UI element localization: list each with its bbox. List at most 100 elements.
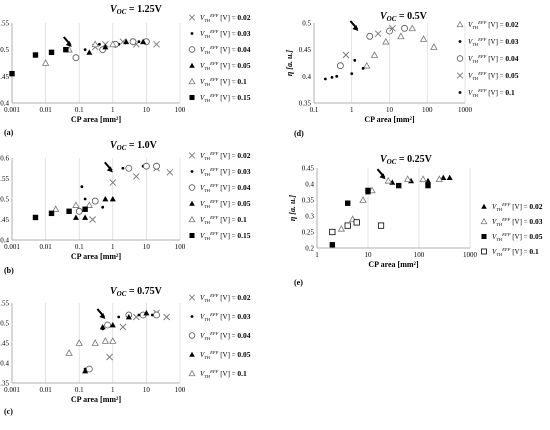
series-0.1 — [330, 58, 357, 79]
legend-label: VTHEFF [V] = 0.1 — [200, 215, 247, 225]
data-point-square-filled — [365, 187, 371, 194]
data-point-square-filled — [189, 232, 195, 239]
series-0.02 — [89, 164, 174, 223]
y-axis-title: η [a. u.] — [288, 195, 297, 222]
x-tick-label: 0.001 — [4, 243, 20, 251]
data-point-x — [119, 323, 127, 331]
legend-label: VTHEFF [V] = 0.04 — [200, 331, 251, 341]
panel-label: (e) — [294, 278, 303, 287]
data-point-circle — [72, 54, 80, 62]
data-point-triangle-filled — [440, 174, 447, 180]
data-point-circle — [188, 46, 196, 53]
data-point-triangle-open — [188, 215, 196, 223]
series-0.1 — [52, 201, 93, 213]
chart-title: VOC = 0.75V — [110, 286, 163, 298]
data-point-dot — [323, 77, 327, 81]
x-tick-label: 100 — [175, 243, 186, 251]
x-tick-label: 10 — [143, 243, 151, 251]
panel-label: (c) — [4, 407, 13, 416]
x-tick-label: 1 — [315, 251, 319, 259]
series-0.02 — [363, 24, 438, 69]
data-point-square-filled — [82, 206, 88, 212]
y-tick-label: 0.4 — [0, 360, 9, 368]
data-point-triangle-open — [419, 175, 427, 182]
legend-label: VTHEFF [V] = 0.02 — [200, 13, 251, 23]
data-point-dot — [350, 72, 354, 76]
x-axis-title: CP area [mm²] — [71, 252, 122, 261]
data-point-triangle-filled — [82, 214, 89, 220]
data-point-circle — [75, 207, 83, 215]
y-tick-label: 0.55 — [0, 300, 10, 308]
data-point-triangle-filled — [143, 310, 150, 316]
data-point-square-open — [481, 248, 487, 255]
data-point-square-filled — [396, 182, 402, 189]
legend-label: VTHEFF [V] = 0.05 — [200, 199, 251, 209]
series-0.05 — [72, 196, 116, 220]
x-tick-label: 1 — [111, 243, 115, 251]
data-point-triangle-filled — [99, 324, 106, 330]
data-point-triangle-open — [91, 339, 99, 346]
data-point-square-filled — [189, 94, 195, 101]
data-point-x — [89, 216, 96, 223]
legend-label: VTHEFF [V] = 0.05 — [200, 350, 251, 360]
legend-label: VTHEFF [V] = 0.1 — [200, 369, 247, 379]
x-tick-label: 1 — [111, 106, 115, 114]
series-0.05 — [86, 38, 147, 55]
series-0.05 — [329, 182, 431, 248]
x-tick-label: 0.01 — [39, 106, 52, 114]
data-point-circle — [456, 55, 464, 62]
data-point-triangle-open — [397, 32, 405, 40]
chart-panel-a: 0.001 0.01 0.1 1 10 100 0.4 0.45 0.5 0.55 CP area … — [0, 4, 251, 137]
data-point-triangle-filled — [109, 322, 116, 328]
series-0.05 — [82, 310, 150, 374]
data-point-circle — [401, 24, 408, 32]
series-0.1 — [329, 219, 385, 236]
data-point-triangle-open — [91, 40, 99, 48]
arrow-annotation — [376, 168, 386, 180]
data-point-triangle-open — [109, 40, 117, 48]
data-point-circle — [366, 32, 374, 40]
legend-label: VTHEFF [V] = 0.04 — [200, 45, 251, 55]
y-tick-label: 0.25 — [302, 229, 315, 237]
data-point-x — [389, 25, 396, 32]
data-point-x — [166, 169, 174, 176]
x-axis-title: CP area [mm²] — [368, 260, 419, 269]
data-point-triangle-open — [101, 337, 110, 344]
panel-label: (a) — [4, 128, 14, 137]
legend-label: VTHEFF [V] = 0.02 — [200, 151, 251, 161]
data-point-x — [132, 173, 140, 180]
data-point-x — [188, 152, 196, 159]
series-0.04 — [75, 162, 160, 215]
data-point-dot — [150, 313, 154, 317]
data-point-x — [153, 41, 160, 48]
data-point-square-open — [344, 222, 351, 229]
legend-label: VTHEFF [V] = 0.05 — [200, 61, 251, 71]
data-point-circle — [85, 365, 93, 373]
data-point-triangle-filled — [82, 368, 89, 374]
y-tick-label: 0.4 — [302, 73, 311, 81]
legend-label: VTHEFF [V] = 0.05 — [468, 71, 519, 81]
y-tick-label: 0.4 — [0, 100, 9, 108]
series-0.02 — [106, 309, 170, 361]
data-point-circle — [91, 197, 99, 205]
legend-label: VTHEFF [V] = 0.04 — [468, 54, 519, 64]
data-point-triangle-open — [359, 196, 367, 203]
chart-title: VOC = 1.0V — [110, 140, 158, 152]
legend-label: VTHEFF [V] = 0.02 — [492, 202, 543, 212]
x-tick-label: 10 — [386, 106, 394, 114]
data-point-triangle-filled — [481, 203, 487, 209]
data-point-dot — [353, 58, 357, 62]
data-point-triangle-filled — [123, 38, 130, 45]
y-tick-label: 0.5 — [302, 20, 311, 28]
data-point-dot — [190, 170, 194, 173]
x-tick-label: 1000 — [463, 251, 478, 259]
data-point-dot — [361, 66, 365, 70]
data-point-dot — [458, 40, 462, 43]
y-tick-label: 0.5 — [0, 320, 9, 328]
x-axis-title: CP area [mm²] — [71, 115, 122, 124]
data-point-square-filled — [48, 49, 55, 56]
legend-label: VTHEFF [V] = 0.03 — [492, 217, 543, 227]
data-point-circle — [188, 184, 196, 191]
legend-label: VTHEFF [V] = 0.02 — [200, 293, 251, 303]
data-point-square-open — [377, 222, 385, 229]
